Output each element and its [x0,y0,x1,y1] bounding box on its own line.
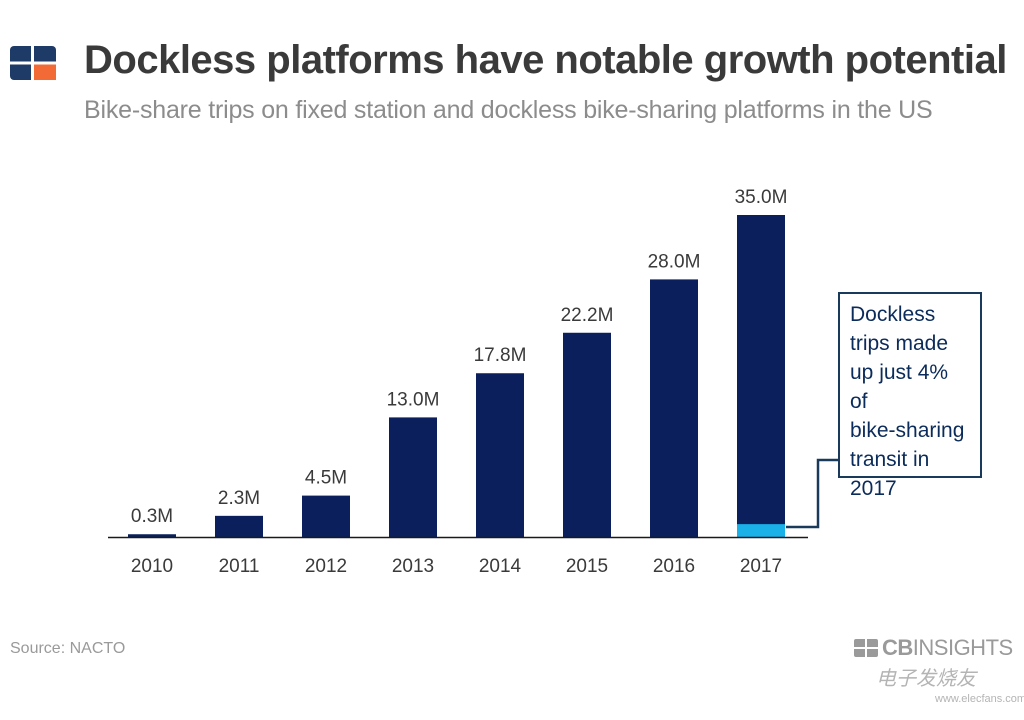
bars-group [128,215,785,537]
callout-line: 2017 [850,477,897,500]
x-tick-label-2016: 2016 [653,556,695,577]
bar-2010 [128,534,176,537]
watermark-text: 电子发烧友 [876,668,976,690]
bar-2011 [215,515,263,537]
x-tick-label-2014: 2014 [479,556,522,577]
callout-line: bike-sharing [850,419,965,442]
bar-2013 [389,417,437,537]
x-tick-label-2012: 2012 [305,556,347,577]
bar-2015 [563,332,611,537]
value-label-2016: 28.0M [648,251,701,272]
x-tick-label-2015: 2015 [566,556,608,577]
callout-line: transit in [850,448,930,471]
x-tick-label-2017: 2017 [740,556,782,577]
bar-2012 [302,495,350,537]
value-label-2010: 0.3M [131,506,173,527]
chart-title: Dockless platforms have notable growth p… [84,38,1007,82]
brand-wordmark-rest: INSIGHTS [912,635,1013,660]
value-label-2015: 22.2M [561,305,614,326]
watermark-url: www.elecfans.com [935,693,1024,705]
brand-wordmark: CBINSIGHTS [882,635,1013,661]
value-label-2012: 4.5M [305,468,347,489]
bar-2017 [737,215,785,537]
source-note: Source: NACTO [10,640,126,657]
brand-wordmark-bold: CB [882,635,913,660]
value-label-2011: 2.3M [218,488,260,509]
x-tick-labels-group: 2010 2011 2012 2013 2014 2015 2016 2017 [131,556,782,577]
x-tick-label-2013: 2013 [392,556,434,577]
cb-insights-logo-icon [10,46,56,80]
bar-2016 [650,279,698,537]
bar-2014 [476,373,524,537]
value-label-2017: 35.0M [735,187,788,208]
x-tick-label-2011: 2011 [219,556,260,577]
bar-dockless-segment-2017 [737,524,785,537]
value-label-2014: 17.8M [474,345,527,366]
x-tick-label-2010: 2010 [131,556,173,577]
callout-line: Dockless [850,303,936,326]
value-labels-group: 0.3M 2.3M 4.5M 13.0M 17.8M 22.2M 28.0M 35.0M [131,187,788,527]
chart-subtitle: Bike-share trips on fixed station and do… [84,96,933,124]
callout-line: trips made [850,332,949,355]
value-label-2013: 13.0M [387,389,440,410]
cb-insights-brand: CBINSIGHTS [854,634,1013,662]
callout-line: up just 4% of [850,361,949,413]
dockless-callout-box: Dockless trips made up just 4% of bike-s… [838,292,982,500]
cb-insights-mark-icon [854,639,878,657]
callout-connector-line [786,458,838,529]
